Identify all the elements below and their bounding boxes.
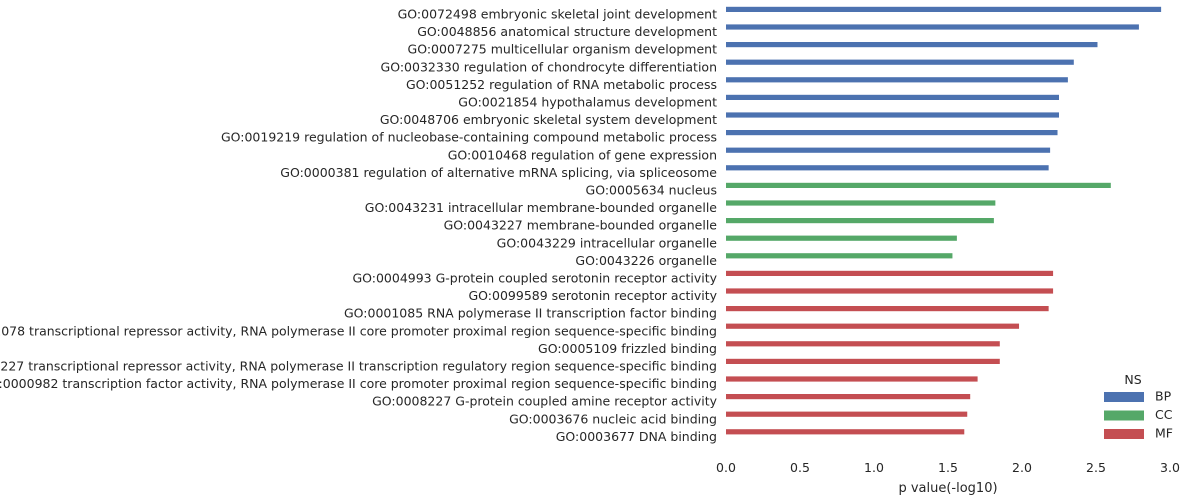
legend-swatch-bp — [1104, 392, 1144, 402]
x-axis-ticks: 0.0 0.5 1.0 1.5 2.0 2.5 3.0 — [716, 460, 1180, 475]
bar-cc — [726, 200, 996, 206]
category-label: GO:0043226 organelle — [575, 253, 717, 268]
category-labels: GO:0072498 embryonic skeletal joint deve… — [0, 7, 718, 444]
x-tick-label: 1.5 — [938, 460, 958, 475]
category-label: GO:0007275 multicellular organism develo… — [408, 42, 718, 57]
bar-cc — [726, 253, 953, 259]
category-label: GO:0048856 anatomical structure developm… — [417, 24, 717, 39]
bar-bp — [726, 165, 1049, 171]
category-label: GO:0000982 transcription factor activity… — [0, 376, 717, 391]
category-label: GO:0032330 regulation of chondrocyte dif… — [381, 59, 717, 74]
legend: NS BP CC MF — [1104, 372, 1173, 441]
bar-mf — [726, 288, 1054, 294]
bar-mf — [726, 358, 1000, 364]
bar-mf — [726, 323, 1020, 329]
category-label: GO:0005634 nucleus — [586, 183, 717, 198]
category-label: GO:0051252 regulation of RNA metabolic p… — [406, 77, 717, 92]
bar-cc — [726, 218, 994, 224]
bar-mf — [726, 394, 971, 400]
category-label: GO:0000381 regulation of alternative mRN… — [280, 165, 717, 180]
category-label: GO:0005109 frizzled binding — [538, 341, 717, 356]
bar-bp — [726, 77, 1068, 83]
legend-title: NS — [1124, 372, 1141, 387]
bar-bp — [726, 147, 1051, 153]
bar-bp — [726, 42, 1098, 48]
bar-bp — [726, 59, 1074, 65]
category-label: GO:0048706 embryonic skeletal system dev… — [380, 112, 717, 127]
legend-label-bp: BP — [1155, 389, 1172, 404]
bar-cc — [726, 182, 1111, 188]
legend-swatch-mf — [1104, 429, 1144, 439]
category-label: GO:0099589 serotonin receptor activity — [468, 288, 717, 303]
bar-bp — [726, 94, 1059, 100]
bar-bp — [726, 24, 1139, 30]
bar-mf — [726, 376, 978, 382]
bar-mf — [726, 429, 965, 435]
bar-bp — [726, 6, 1162, 12]
bar-mf — [726, 411, 968, 417]
bar-mf — [726, 270, 1054, 276]
category-label: GO:0019219 regulation of nucleobase-cont… — [221, 130, 717, 145]
bar-bp — [726, 130, 1058, 136]
category-label: GO:0004993 G-protein coupled serotonin r… — [352, 271, 717, 286]
x-tick-label: 2.5 — [1086, 460, 1106, 475]
category-label: GO:0021854 hypothalamus development — [458, 95, 717, 110]
legend-label-mf: MF — [1155, 426, 1173, 441]
category-label: GO:0010468 regulation of gene expression — [448, 147, 717, 162]
bars — [726, 6, 1162, 435]
bar-bp — [726, 112, 1059, 118]
x-axis-title: p value(-log10) — [898, 481, 997, 496]
category-label: GO:0001078 transcriptional repressor act… — [0, 323, 717, 338]
legend-swatch-cc — [1104, 410, 1144, 421]
x-tick-label: 0.5 — [790, 460, 810, 475]
bar-cc — [726, 235, 957, 241]
bar-mf — [726, 341, 1000, 347]
category-label: GO:0003677 DNA binding — [556, 429, 717, 444]
category-label: GO:0043227 membrane-bounded organelle — [444, 218, 718, 233]
bar-mf — [726, 306, 1049, 312]
legend-label-cc: CC — [1155, 407, 1173, 422]
category-label: GO:0072498 embryonic skeletal joint deve… — [398, 7, 718, 22]
category-label: GO:0001085 RNA polymerase II transcripti… — [344, 306, 717, 321]
category-label: GO:0003676 nucleic acid binding — [509, 411, 717, 426]
category-label: GO:0043231 intracellular membrane-bounde… — [365, 200, 718, 215]
category-label: GO:0008227 G-protein coupled amine recep… — [372, 394, 718, 409]
x-tick-label: 1.0 — [864, 460, 884, 475]
x-tick-label: 3.0 — [1160, 460, 1180, 475]
x-tick-label: 0.0 — [716, 460, 736, 475]
category-label: GO:0043229 intracellular organelle — [497, 235, 718, 250]
category-label: GO:0001227 transcriptional repressor act… — [0, 359, 717, 374]
x-tick-label: 2.0 — [1012, 460, 1032, 475]
